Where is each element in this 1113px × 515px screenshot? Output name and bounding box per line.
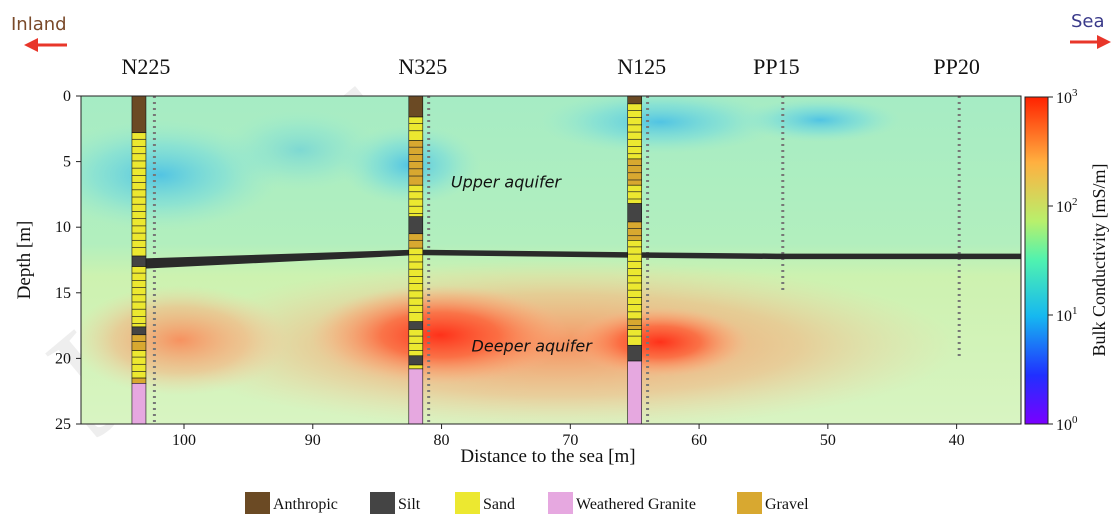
legend-label: Weathered Granite — [576, 496, 696, 513]
borehole-log-n225 — [131, 96, 147, 424]
layer-sand — [408, 116, 424, 141]
layer-gravel — [627, 318, 642, 330]
colorbar-tick-label: 103 — [1056, 87, 1078, 107]
colorbar-tick-label: 102 — [1056, 196, 1078, 216]
layer-sand — [627, 184, 642, 204]
colorbar-gradient — [1024, 96, 1049, 425]
red-zone — [81, 285, 290, 395]
legend-label: Sand — [483, 496, 515, 513]
conductivity-field — [81, 96, 960, 424]
layer-weathered-granite — [131, 383, 147, 424]
layer-anthropic — [408, 96, 424, 118]
x-tick-label: 70 — [562, 432, 578, 449]
layer-sand — [408, 184, 424, 218]
layer-silt — [408, 216, 424, 235]
x-tick-label: 80 — [434, 432, 450, 449]
x-tick-label: 40 — [949, 432, 965, 449]
layer-silt — [627, 203, 642, 223]
layer-sand — [408, 247, 424, 322]
x-tick-label: 90 — [305, 432, 321, 449]
layer-sand — [408, 329, 424, 357]
layer-sand — [627, 329, 642, 346]
legend-swatch-gravel — [737, 492, 762, 514]
borehole-name-n225: N225 — [121, 54, 170, 79]
inland-indicator: Inland — [11, 14, 67, 52]
legend-label: Anthropic — [273, 496, 338, 513]
x-tick-label: 60 — [691, 432, 707, 449]
inland-label: Inland — [11, 14, 67, 35]
colorbar-tick-label: 101 — [1056, 305, 1078, 325]
borehole-name-pp20: PP20 — [933, 54, 979, 79]
colorbar-label: Bulk Conductivity [mS/m] — [1089, 163, 1109, 356]
right-arrow-icon — [1070, 35, 1111, 49]
layer-silt — [408, 321, 424, 330]
blue-zone — [220, 110, 380, 190]
layer-silt — [408, 355, 424, 366]
colorbar: 103 102 101 100 Bulk Conductivity [mS/m] — [1024, 87, 1109, 434]
y-tick-label: 25 — [55, 416, 71, 433]
layer-gravel — [627, 158, 642, 186]
x-tick-label: 100 — [172, 432, 196, 449]
layer-sand — [131, 132, 147, 257]
legend-swatch-silt — [370, 492, 395, 514]
upper-aquifer-label: Upper aquifer — [451, 172, 563, 191]
red-zone — [570, 307, 750, 377]
legend-swatch-sand — [455, 492, 480, 514]
red-zone — [310, 285, 570, 385]
layer-weathered-granite — [408, 368, 424, 424]
colorbar-ticks: 103 102 101 100 — [1048, 87, 1078, 434]
left-arrow-icon — [24, 38, 67, 52]
layer-weathered-granite — [627, 360, 642, 424]
legend: Anthropic Silt Sand Weathered Granite Gravel — [245, 492, 809, 514]
layer-sand — [627, 240, 642, 320]
blue-zone — [540, 96, 780, 154]
y-tick-label: 20 — [55, 350, 71, 367]
layer-anthropic — [627, 96, 642, 105]
layer-gravel — [131, 334, 147, 351]
layer-gravel — [131, 377, 147, 384]
layer-silt — [627, 344, 642, 362]
borehole-log-n125 — [627, 96, 642, 424]
legend-swatch-weathered-granite — [548, 492, 573, 514]
borehole-logs — [131, 96, 642, 424]
plot-area: Upper aquifer Deeper aquifer — [81, 96, 1021, 424]
layer-silt — [131, 326, 147, 336]
y-axis-ticks: 0 5 10 15 20 25 — [55, 88, 81, 433]
x-tick-label: 50 — [820, 432, 836, 449]
borehole-name-pp15: PP15 — [753, 54, 799, 79]
x-axis-ticks: 100 90 80 70 60 50 40 — [172, 424, 965, 449]
layer-sand — [131, 266, 147, 328]
deeper-aquifer-label: Deeper aquifer — [472, 336, 594, 355]
layer-sand — [408, 364, 424, 370]
y-tick-label: 10 — [55, 219, 71, 236]
layer-gravel — [408, 233, 424, 249]
y-tick-label: 5 — [63, 154, 71, 171]
legend-label: Silt — [398, 496, 421, 513]
legend-swatch-anthropic — [245, 492, 270, 514]
blue-zone — [740, 98, 900, 142]
colorbar-tick-label: 100 — [1056, 414, 1078, 434]
borehole-names: N225 N325 N125 PP15 PP20 — [121, 54, 979, 79]
y-axis-label: Depth [m] — [14, 221, 35, 300]
layer-gravel — [627, 221, 642, 241]
layer-anthropic — [131, 96, 147, 134]
borehole-name-n125: N125 — [617, 54, 666, 79]
y-tick-label: 0 — [63, 88, 71, 105]
sea-indicator: Sea — [1070, 11, 1111, 49]
borehole-log-n325 — [408, 96, 424, 424]
x-axis-label: Distance to the sea [m] — [460, 446, 635, 467]
sea-label: Sea — [1071, 11, 1105, 32]
plot-frame — [80, 95, 1022, 425]
layer-sand — [627, 103, 642, 160]
legend-label: Gravel — [765, 496, 809, 513]
borehole-name-n325: N325 — [398, 54, 447, 79]
layer-silt — [131, 255, 147, 267]
y-tick-label: 15 — [55, 285, 71, 302]
aquifer-boundary-line — [132, 249, 1021, 270]
